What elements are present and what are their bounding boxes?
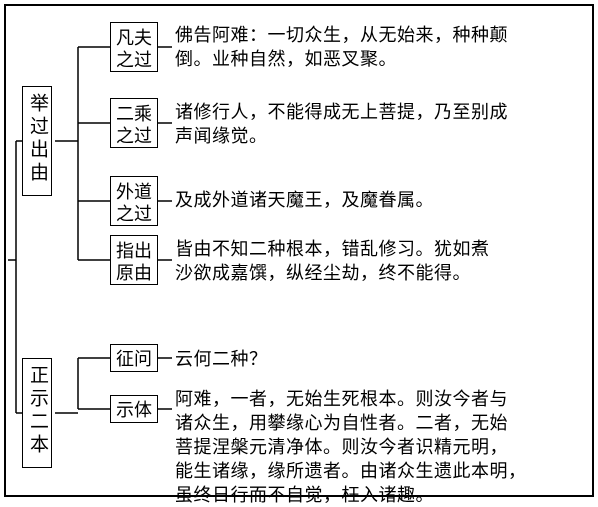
mid-label-6a: 示体 [116,400,152,420]
mid-label-3b: 之过 [116,204,152,224]
mid-box-5: 征问 [110,344,158,372]
mid-box-1: 凡夫之过 [110,22,158,72]
mid-label-4a: 指出 [116,241,152,261]
mid-label-5a: 征问 [116,349,152,369]
mid-label-4b: 原由 [116,263,152,283]
mid-box-3: 外道之过 [110,176,158,226]
leaf-text-6: 阿难，一者，无始生死根本。则汝今者与 诸众生，用攀缘心为自性者。二者，无始 菩提… [175,387,527,507]
mid-box-6: 示体 [110,395,158,423]
mid-label-2a: 二乘 [116,104,152,124]
leaf-text-3: 及成外道诸天魔王，及魔眷属。 [175,188,434,212]
leaf-text-5: 云何二种？ [175,347,268,371]
root-box-2: 正示二本 [22,358,52,468]
mid-box-2: 二乘之过 [110,98,158,148]
leaf-text-2: 诸修行人，不能得成无上菩提，乃至别成 声闻缘觉。 [175,100,508,148]
mid-label-1a: 凡夫 [116,28,152,48]
mid-label-2b: 之过 [116,126,152,146]
mid-label-3a: 外道 [116,182,152,202]
leaf-text-1: 佛告阿难：一切众生，从无始来，种种颠 倒。业种自然，如恶叉聚。 [175,23,508,71]
mid-label-1b: 之过 [116,50,152,70]
root-box-1: 举过出由 [22,86,52,196]
leaf-text-4: 皆由不知二种根本，错乱修习。犹如煮 沙欲成嘉馔，纵经尘劫，终不能得。 [175,237,490,285]
mid-box-4: 指出原由 [110,235,158,285]
